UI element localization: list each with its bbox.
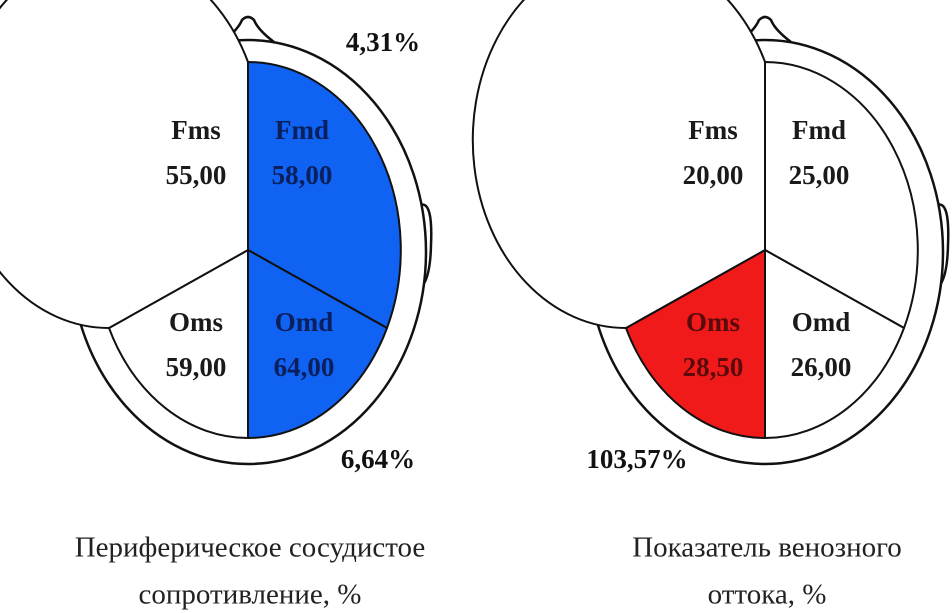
- region-value: 25,00: [789, 160, 850, 190]
- region: [247, 249, 388, 439]
- region-name: Fms: [171, 115, 221, 145]
- head: Fmd 58,00 Omd 64,00 Oms 59,00 Fms 55,00: [0, 0, 433, 466]
- region: [764, 249, 905, 439]
- annotation: 103,57%: [586, 444, 687, 474]
- caption: сопротивление, %: [139, 579, 362, 611]
- caption: Периферическое сосудистое: [75, 532, 426, 564]
- caption: Показатель венозного: [632, 532, 902, 564]
- region-name: Fms: [688, 115, 738, 145]
- caption: оттока, %: [708, 579, 827, 611]
- region-value: 58,00: [272, 160, 333, 190]
- region: [471, 0, 766, 329]
- region: [0, 0, 249, 329]
- region-value: 59,00: [166, 352, 227, 382]
- region-value: 20,00: [683, 160, 744, 190]
- region-name: Omd: [275, 307, 334, 337]
- region: [108, 249, 249, 439]
- region-name: Omd: [792, 307, 851, 337]
- region-name: Fmd: [792, 115, 846, 145]
- region-name: Fmd: [275, 115, 329, 145]
- region: [247, 61, 402, 329]
- region-value: 28,50: [683, 352, 744, 382]
- annotation: 6,64%: [341, 444, 415, 474]
- annotation: 4,31%: [346, 27, 420, 57]
- region-name: Oms: [686, 307, 740, 337]
- region-value: 55,00: [166, 160, 227, 190]
- region-value: 64,00: [274, 352, 335, 382]
- region: [625, 249, 766, 439]
- region-name: Oms: [169, 307, 223, 337]
- head: Fmd 25,00 Omd 26,00 Oms 28,50 Fms 20,00: [471, 0, 950, 466]
- region: [764, 61, 919, 329]
- region-value: 26,00: [791, 352, 852, 382]
